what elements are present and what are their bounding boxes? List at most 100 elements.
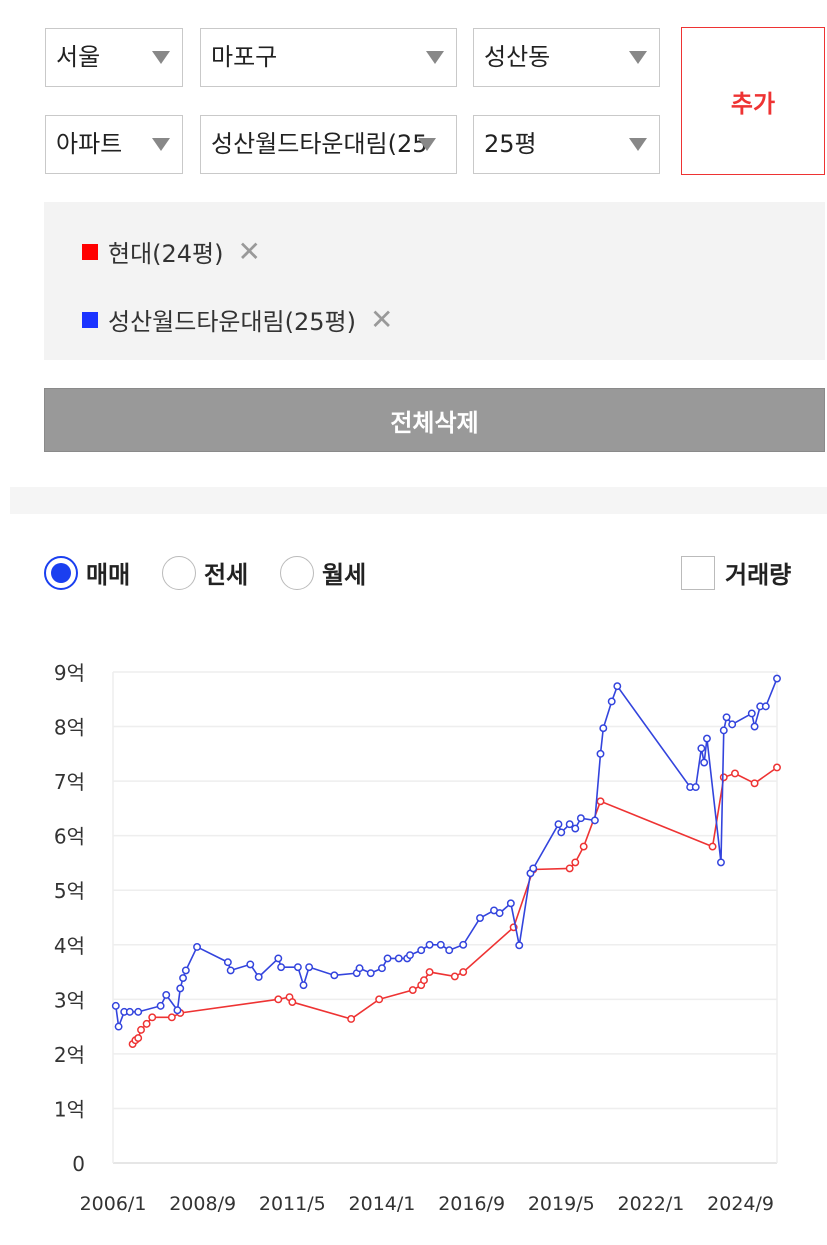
- x-tick-label: 2019/5: [528, 1193, 595, 1215]
- data-point: [125, 1007, 134, 1016]
- radio-icon: [44, 555, 78, 590]
- data-point: [717, 858, 725, 867]
- close-icon[interactable]: ✕: [370, 303, 394, 336]
- data-point: [254, 973, 263, 981]
- y-tick-label: 7억: [54, 770, 85, 794]
- add-button[interactable]: 추가: [681, 27, 825, 175]
- data-point: [274, 954, 283, 963]
- data-point: [495, 909, 504, 918]
- data-point: [305, 963, 314, 972]
- data-point: [293, 963, 302, 972]
- data-point: [557, 828, 566, 837]
- data-point: [731, 769, 739, 778]
- data-point: [383, 954, 392, 963]
- data-point: [554, 820, 563, 829]
- data-point: [703, 734, 711, 743]
- x-tick-label: 2006/1: [80, 1193, 147, 1215]
- data-point: [459, 940, 468, 949]
- data-point: [134, 1034, 143, 1043]
- volume-checkbox[interactable]: 거래량: [681, 555, 791, 590]
- radio-sale[interactable]: 매매: [44, 555, 130, 590]
- radio-monthly[interactable]: 월세: [280, 555, 366, 590]
- delete-all-button[interactable]: 전체삭제: [44, 388, 825, 452]
- data-point: [529, 864, 538, 873]
- data-point: [355, 964, 364, 973]
- data-point: [565, 820, 574, 829]
- y-tick-label: 5억: [54, 879, 85, 903]
- data-point: [417, 946, 426, 955]
- data-point: [425, 940, 434, 949]
- data-point: [459, 968, 468, 977]
- data-point: [747, 709, 756, 718]
- y-tick-label: 1억: [54, 1097, 85, 1121]
- data-point: [156, 1001, 165, 1010]
- data-point: [697, 744, 706, 753]
- x-tick-label: 2022/1: [618, 1193, 685, 1215]
- data-point: [599, 724, 608, 733]
- data-point: [137, 1025, 145, 1034]
- data-point: [579, 842, 588, 851]
- y-tick-label: 4억: [54, 934, 85, 958]
- chevron-down-icon: [418, 138, 436, 151]
- data-point: [274, 995, 283, 1004]
- x-tick-label: 2011/5: [259, 1193, 326, 1215]
- data-point: [299, 981, 308, 990]
- list-item: 현대(24평) ✕: [82, 234, 261, 269]
- data-point: [719, 773, 728, 782]
- chevron-down-icon: [629, 138, 647, 151]
- data-point: [148, 1013, 157, 1022]
- x-tick-label: 2016/9: [438, 1193, 505, 1215]
- radio-icon: [162, 555, 196, 590]
- type-select[interactable]: 아파트: [45, 115, 183, 174]
- data-point: [394, 954, 403, 963]
- data-point: [571, 858, 580, 867]
- y-tick-label: 0: [72, 1152, 85, 1176]
- data-point: [750, 722, 759, 731]
- data-point: [590, 816, 599, 825]
- data-point: [347, 1015, 356, 1023]
- data-point: [134, 1007, 143, 1016]
- radio-jeonse[interactable]: 전세: [162, 555, 248, 590]
- data-point: [596, 797, 605, 806]
- data-point: [571, 824, 580, 833]
- x-tick-label: 2024/9: [707, 1193, 774, 1215]
- data-point: [176, 984, 185, 993]
- data-point: [181, 966, 190, 975]
- radio-icon: [280, 555, 314, 590]
- size-select[interactable]: 25평: [473, 115, 660, 174]
- data-point: [436, 940, 445, 949]
- dong-select[interactable]: 성산동: [473, 28, 660, 87]
- data-point: [607, 697, 616, 706]
- y-tick-label: 9억: [54, 661, 85, 685]
- data-point: [425, 968, 434, 977]
- data-point: [613, 682, 622, 691]
- data-point: [506, 899, 515, 908]
- data-point: [226, 966, 235, 975]
- data-point: [708, 842, 717, 851]
- data-point: [375, 995, 384, 1004]
- color-swatch: [82, 243, 98, 260]
- data-point: [114, 1022, 123, 1031]
- district-select[interactable]: 마포구: [200, 28, 457, 87]
- data-point: [596, 749, 605, 758]
- data-point: [722, 713, 731, 722]
- complex-select[interactable]: 성산월드타운대림(25: [200, 115, 457, 174]
- close-icon[interactable]: ✕: [237, 235, 261, 268]
- data-point: [246, 960, 255, 969]
- data-point: [111, 1001, 120, 1010]
- data-point: [773, 763, 781, 772]
- series-line-0: [131, 766, 778, 1045]
- data-point: [761, 702, 770, 711]
- data-point: [408, 986, 417, 995]
- data-point: [330, 971, 339, 980]
- data-point: [288, 998, 297, 1007]
- y-tick-label: 8억: [54, 716, 85, 740]
- data-point: [691, 783, 700, 792]
- y-tick-label: 2억: [54, 1043, 85, 1067]
- region-select[interactable]: 서울: [45, 28, 183, 87]
- data-point: [277, 963, 286, 972]
- y-tick-label: 6억: [54, 825, 85, 849]
- chevron-down-icon: [152, 138, 170, 151]
- checkbox-icon: [681, 555, 715, 590]
- data-point: [515, 941, 524, 950]
